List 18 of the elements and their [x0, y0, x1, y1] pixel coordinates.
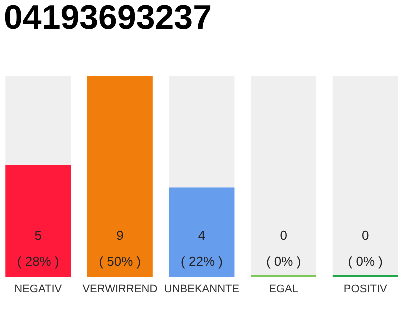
data-label: 4 ( 22% )	[181, 228, 223, 269]
data-label: 9 ( 50% )	[99, 228, 142, 269]
bar	[169, 76, 235, 188]
x-tick-label: NEGATIV	[14, 284, 63, 296]
data-label: 0 ( 0% )	[266, 228, 302, 269]
bar	[332, 76, 398, 277]
x-tick-label: UNBEKANNTE	[164, 284, 240, 296]
bar	[87, 76, 153, 277]
x-tick-label: POSITIV	[344, 284, 388, 296]
bar	[251, 76, 317, 277]
chart-title: 04193693237	[4, 0, 212, 37]
bar	[6, 76, 72, 166]
x-tick-label: VERWIRREND	[82, 284, 158, 296]
data-label: 0 ( 0% )	[348, 228, 383, 269]
bar	[169, 188, 235, 277]
x-tick-label: EGAL	[269, 284, 298, 296]
bar	[6, 165, 72, 277]
data-label: 5 ( 28% )	[17, 228, 60, 269]
